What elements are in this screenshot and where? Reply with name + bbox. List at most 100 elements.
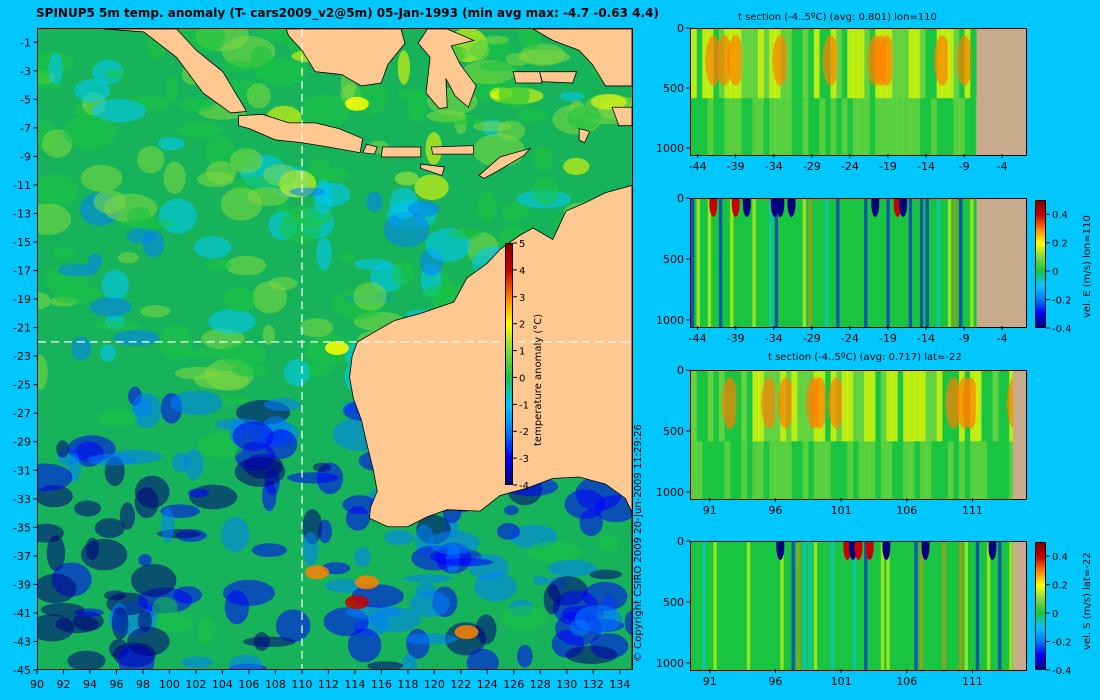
velocity-stripe — [808, 199, 812, 327]
eddy-blob — [40, 603, 85, 617]
warm-core — [962, 377, 979, 429]
eddy-blob — [89, 297, 132, 317]
section-cell — [858, 29, 865, 99]
section-cell-deep — [964, 98, 971, 155]
eddy-blob — [401, 653, 418, 669]
map-y-tick-label: -31 — [13, 464, 31, 477]
t-section-lon110-panel — [690, 28, 1027, 156]
section-cell — [713, 371, 720, 442]
velocity-stripe — [886, 542, 890, 670]
section-cell-deep — [880, 441, 887, 499]
section-cell-deep — [813, 98, 820, 155]
eddy-blob — [101, 269, 129, 301]
section-cell — [702, 29, 709, 99]
eddy-blob — [347, 628, 382, 663]
velocity-stripe — [897, 199, 901, 327]
section-cell-deep — [791, 441, 798, 499]
section-y-tick-label: 0 — [677, 535, 684, 548]
surface-jet — [731, 199, 740, 217]
map-x-tick-label: 116 — [371, 678, 392, 691]
eddy-blob — [67, 650, 106, 669]
section-cell-deep — [947, 441, 954, 499]
velocity-stripe — [752, 542, 756, 670]
section-cell-deep — [858, 441, 865, 499]
section-cell — [808, 29, 815, 99]
eddy-blob — [407, 95, 425, 124]
eddy-blob — [384, 529, 414, 546]
section-cell-deep — [841, 98, 848, 155]
section-cell-deep — [953, 98, 960, 155]
warm-core — [822, 35, 839, 86]
eddy-blob — [496, 523, 520, 540]
map-x-tick-label: 120 — [424, 678, 445, 691]
eddy-blob — [172, 452, 189, 472]
eddy-blob — [505, 53, 531, 66]
map-x-tick-label: 112 — [318, 678, 339, 691]
eddy-blob — [565, 645, 618, 665]
velocity-stripe — [1003, 542, 1008, 670]
map-x-tick-label: 108 — [265, 678, 286, 691]
eddy-blob — [137, 610, 152, 632]
eddy-blob — [228, 654, 263, 669]
section-x-tick-label: -29 — [803, 160, 821, 173]
map-x-tick-label: 100 — [159, 678, 180, 691]
section-cell-deep — [919, 441, 926, 499]
seram-land — [539, 71, 578, 84]
velocity-stripe — [713, 199, 717, 327]
eddy-blob — [74, 500, 101, 517]
section-cell-deep — [813, 441, 820, 499]
section-cell-deep — [908, 98, 915, 155]
section-x-tick-label: 111 — [962, 504, 983, 517]
velocity-stripe — [785, 199, 790, 327]
velocity-stripe — [780, 542, 784, 670]
velocity-stripe — [981, 542, 985, 670]
eddy-blob — [599, 534, 619, 552]
eddy-blob — [56, 440, 69, 458]
australia-land — [349, 184, 632, 669]
velocity-stripe — [797, 199, 801, 327]
velocity-stripe — [897, 542, 901, 670]
warm-anomaly-blob — [454, 625, 479, 640]
section-x-tick-label: -34 — [765, 160, 783, 173]
section-cell-deep — [847, 98, 854, 155]
eddy-blob — [48, 52, 63, 85]
eddy-blob — [300, 94, 351, 128]
eddy-blob — [232, 421, 274, 451]
map-svg — [38, 29, 632, 669]
section-cell-deep — [925, 441, 932, 499]
eddy-blob — [221, 60, 255, 72]
bali-land — [362, 143, 378, 155]
section-y-tick-label: 500 — [663, 596, 684, 609]
section-cell — [746, 371, 753, 442]
velocity-stripe — [825, 199, 829, 327]
velocity-stripe — [953, 199, 957, 327]
velocity-stripe — [718, 542, 723, 670]
section-cell-deep — [819, 441, 826, 499]
velocity-stripe — [825, 542, 829, 670]
section-cell — [758, 29, 765, 99]
vel-s-section-lat-22-svg — [691, 542, 1026, 670]
section-cell — [852, 29, 859, 99]
section-cell — [869, 371, 876, 442]
section-cell-deep — [730, 441, 737, 499]
velocity-stripe — [947, 199, 952, 327]
section-x-tick-label: -14 — [917, 160, 935, 173]
section-cell-deep — [841, 441, 848, 499]
eddy-blob — [559, 91, 584, 102]
eddy-blob — [97, 409, 138, 427]
eddy-blob — [299, 318, 334, 338]
section-cell-deep — [791, 98, 798, 155]
section-cell — [797, 29, 804, 99]
section-cell-deep — [785, 441, 792, 499]
eddy-blob — [230, 148, 263, 174]
section-cell — [836, 29, 843, 99]
map-y-tick-label: -39 — [13, 578, 31, 591]
velocity-stripe — [758, 199, 762, 327]
section-cell-deep — [836, 441, 843, 499]
velocity-stripe — [813, 199, 818, 327]
velocity-stripe — [892, 199, 896, 327]
eddy-blob — [220, 343, 267, 367]
eddy-blob — [38, 614, 75, 642]
map-y-tick-label: -35 — [13, 521, 31, 534]
section-cell-deep — [825, 98, 832, 155]
